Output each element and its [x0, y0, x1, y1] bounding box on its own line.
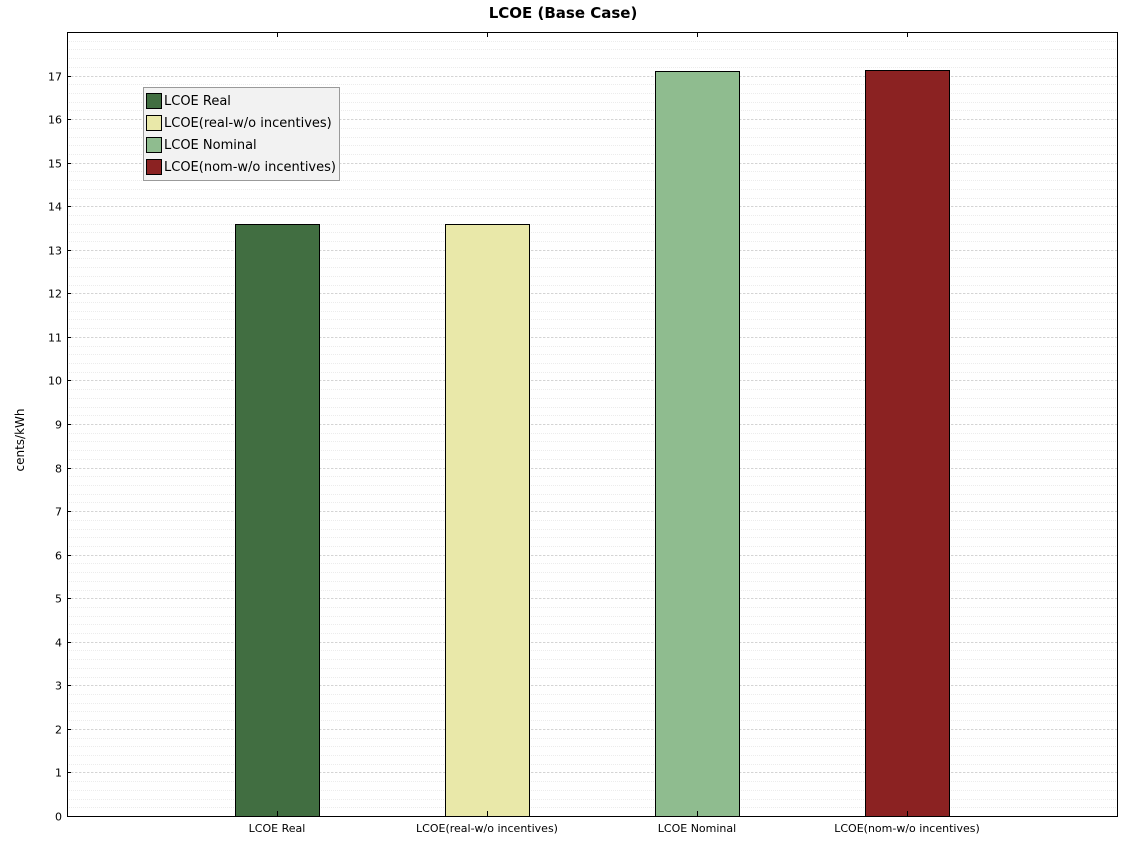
legend-swatch	[146, 159, 162, 175]
y-tick-label: 14	[48, 201, 62, 214]
x-tick-label: LCOE Nominal	[658, 822, 736, 835]
legend-label: LCOE(real-w/o incentives)	[164, 115, 332, 131]
legend-item-lcoe-nom-wo-incentives: LCOE(nom-w/o incentives)	[146, 156, 336, 178]
bars	[235, 70, 950, 817]
legend-label: LCOE(nom-w/o incentives)	[164, 159, 336, 175]
legend-swatch	[146, 137, 162, 153]
y-tick-label: 2	[55, 724, 62, 737]
y-tick-label: 5	[55, 593, 62, 606]
y-tick-label: 16	[48, 114, 62, 127]
y-tick-label: 8	[55, 463, 62, 476]
y-tick-label: 10	[48, 375, 62, 388]
legend-item-lcoe-real-wo-incentives: LCOE(real-w/o incentives)	[146, 112, 336, 134]
x-tick-label: LCOE Real	[249, 822, 306, 835]
y-tick-label: 1	[55, 767, 62, 780]
legend-swatch	[146, 93, 162, 109]
chart-title: LCOE (Base Case)	[488, 4, 638, 22]
x-axis-ticks: LCOE Real LCOE(real-w/o incentives) LCOE N…	[249, 32, 980, 835]
y-tick-label: 13	[48, 245, 62, 258]
bar	[655, 71, 740, 817]
y-tick-label: 15	[48, 158, 62, 171]
legend-swatch	[146, 115, 162, 131]
legend-item-lcoe-nominal: LCOE Nominal	[146, 134, 336, 156]
bar	[235, 224, 320, 817]
y-tick-label: 3	[55, 680, 62, 693]
y-tick-label: 4	[55, 637, 62, 650]
legend-label: LCOE Real	[164, 93, 231, 109]
y-tick-label: 7	[55, 506, 62, 519]
y-tick-label: 6	[55, 550, 62, 563]
legend-item-lcoe-real: LCOE Real	[146, 90, 336, 112]
legend-label: LCOE Nominal	[164, 137, 257, 153]
bar	[445, 224, 530, 817]
y-tick-label: 17	[48, 71, 62, 84]
y-tick-label: 11	[48, 332, 62, 345]
chart-legend: LCOE Real LCOE(real-w/o incentives) LCOE…	[143, 87, 340, 181]
y-tick-label: 12	[48, 288, 62, 301]
y-tick-label: 0	[55, 811, 62, 824]
bar	[865, 70, 950, 817]
x-tick-label: LCOE(nom-w/o incentives)	[834, 822, 980, 835]
y-tick-label: 9	[55, 419, 62, 432]
x-tick-label: LCOE(real-w/o incentives)	[416, 822, 558, 835]
